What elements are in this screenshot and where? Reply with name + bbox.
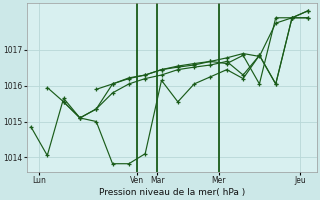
X-axis label: Pression niveau de la mer( hPa ): Pression niveau de la mer( hPa ) (99, 188, 245, 197)
